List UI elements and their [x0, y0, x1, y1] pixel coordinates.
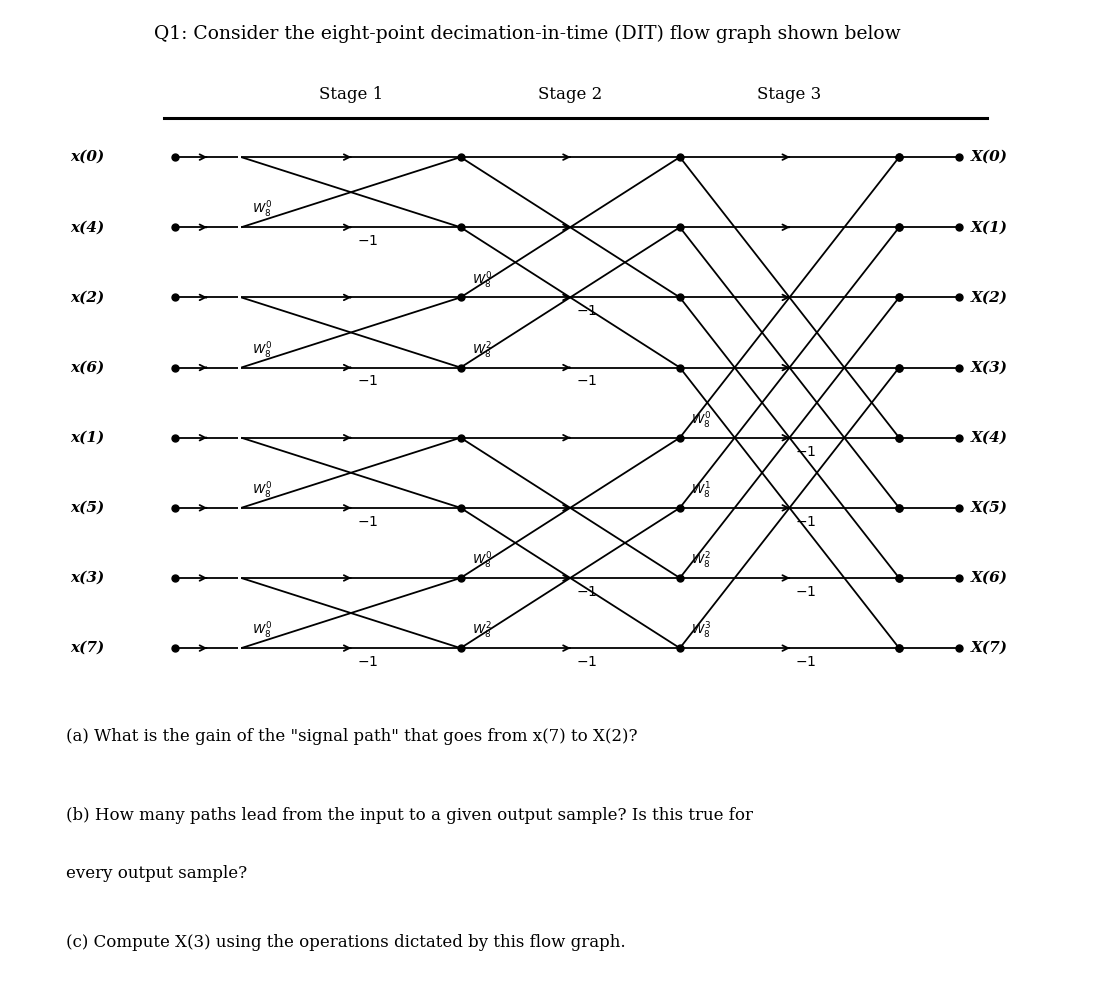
- Text: $W_8^2$: $W_8^2$: [691, 551, 711, 572]
- Text: x(6): x(6): [71, 360, 105, 374]
- Text: X(6): X(6): [970, 571, 1008, 585]
- Text: $-1$: $-1$: [576, 655, 597, 669]
- Text: $W_8^2$: $W_8^2$: [471, 341, 491, 360]
- Text: $W_8^0$: $W_8^0$: [252, 341, 272, 360]
- Text: $-1$: $-1$: [576, 304, 597, 318]
- Text: $-1$: $-1$: [357, 374, 378, 389]
- Text: x(5): x(5): [71, 501, 105, 515]
- Text: $-1$: $-1$: [795, 445, 816, 459]
- Text: $-1$: $-1$: [357, 234, 378, 248]
- Text: X(4): X(4): [970, 431, 1008, 445]
- Text: x(0): x(0): [71, 150, 105, 164]
- Text: $W_8^0$: $W_8^0$: [252, 481, 272, 501]
- Text: Stage 3: Stage 3: [758, 86, 822, 103]
- Text: $-1$: $-1$: [795, 585, 816, 599]
- Text: $-1$: $-1$: [795, 515, 816, 528]
- Text: x(4): x(4): [71, 220, 105, 235]
- Text: $W_8^0$: $W_8^0$: [471, 551, 492, 572]
- Text: (b) How many paths lead from the input to a given output sample? Is this true fo: (b) How many paths lead from the input t…: [65, 806, 753, 824]
- Text: $W_8^0$: $W_8^0$: [471, 270, 492, 291]
- Text: X(0): X(0): [970, 150, 1008, 164]
- Text: x(1): x(1): [71, 431, 105, 445]
- Text: x(7): x(7): [71, 641, 105, 655]
- Text: (c) Compute X(3) using the operations dictated by this flow graph.: (c) Compute X(3) using the operations di…: [65, 934, 625, 952]
- Text: x(2): x(2): [71, 291, 105, 304]
- Text: Stage 2: Stage 2: [538, 86, 603, 103]
- Text: (a) What is the gain of the "signal path" that goes from x(7) to X(2)?: (a) What is the gain of the "signal path…: [65, 728, 637, 745]
- Text: $W_8^0$: $W_8^0$: [691, 410, 711, 431]
- Text: $-1$: $-1$: [357, 515, 378, 528]
- Text: $W_8^0$: $W_8^0$: [252, 622, 272, 641]
- Text: $-1$: $-1$: [357, 655, 378, 669]
- Text: $W_8^2$: $W_8^2$: [471, 622, 491, 641]
- Text: $W_8^1$: $W_8^1$: [691, 481, 711, 501]
- Text: every output sample?: every output sample?: [65, 865, 247, 883]
- Text: X(1): X(1): [970, 220, 1008, 235]
- Text: Stage 1: Stage 1: [319, 86, 383, 103]
- Text: $W_8^0$: $W_8^0$: [252, 200, 272, 220]
- Text: $-1$: $-1$: [576, 374, 597, 389]
- Text: $-1$: $-1$: [576, 585, 597, 599]
- Text: $-1$: $-1$: [795, 655, 816, 669]
- Text: Q1: Consider the eight-point decimation-in-time (DIT) flow graph shown below: Q1: Consider the eight-point decimation-…: [154, 26, 900, 43]
- Text: X(7): X(7): [970, 641, 1008, 655]
- Text: x(3): x(3): [71, 571, 105, 585]
- Text: $W_8^3$: $W_8^3$: [691, 622, 711, 641]
- Text: X(2): X(2): [970, 291, 1008, 304]
- Text: X(3): X(3): [970, 360, 1008, 374]
- Text: X(5): X(5): [970, 501, 1008, 515]
